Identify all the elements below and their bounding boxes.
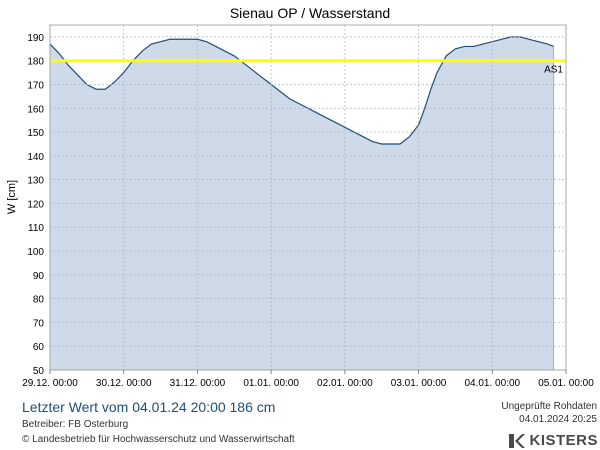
y-tick-label: 140 <box>27 152 44 163</box>
y-tick-label: 90 <box>33 271 45 282</box>
y-tick-label: 170 <box>27 80 44 91</box>
x-tick-label: 04.01. 00:00 <box>464 378 520 389</box>
kisters-k-icon <box>509 433 526 448</box>
y-tick-label: 70 <box>33 318 45 329</box>
plot-frame <box>49 24 567 371</box>
threshold-label: AS1 <box>544 65 563 76</box>
x-tick-label: 31.12. 00:00 <box>170 378 226 389</box>
series-area-fill <box>50 36 554 371</box>
y-axis-label: W [cm] <box>6 180 18 214</box>
y-tick-label: 80 <box>33 295 45 306</box>
x-tick-label: 05.01. 00:00 <box>538 378 594 389</box>
status-timestamp: 04.01.2024 20:25 <box>519 414 597 425</box>
brand-name: KISTERS <box>529 432 598 449</box>
y-tick-label: 130 <box>27 176 44 187</box>
latest-value-text: Letzter Wert vom 04.01.24 20:00 186 cm <box>22 399 276 415</box>
y-tick-label: 110 <box>28 223 44 234</box>
y-tick-label: 50 <box>33 366 45 377</box>
kisters-logo: KISTERS <box>509 432 598 449</box>
y-tick-label: 100 <box>27 247 44 258</box>
x-tick-label: 30.12. 00:00 <box>96 378 152 389</box>
y-tick-label: 190 <box>27 33 44 44</box>
y-tick-label: 150 <box>27 128 44 139</box>
y-tick-label: 160 <box>27 104 44 115</box>
y-tick-label: 60 <box>33 342 45 353</box>
y-tick-label: 120 <box>27 199 44 210</box>
data-status-text: Ungeprüfte Rohdaten <box>501 401 597 412</box>
operator-text: Betreiber: FB Osterburg <box>22 419 129 430</box>
chart-title: Sienau OP / Wasserstand <box>230 5 390 21</box>
x-tick-label: 29.12. 00:00 <box>22 378 78 389</box>
y-tick-label: 180 <box>27 57 44 68</box>
chart: Sienau OP / Wasserstand 50 60 70 80 90 100 110… <box>6 5 594 389</box>
x-tick-label: 03.01. 00:00 <box>391 378 447 389</box>
copyright-text: © Landesbetrieb für Hochwasserschutz und… <box>22 434 295 445</box>
x-tick-label: 01.01. 00:00 <box>243 378 299 389</box>
x-tick-label: 02.01. 00:00 <box>317 378 373 389</box>
